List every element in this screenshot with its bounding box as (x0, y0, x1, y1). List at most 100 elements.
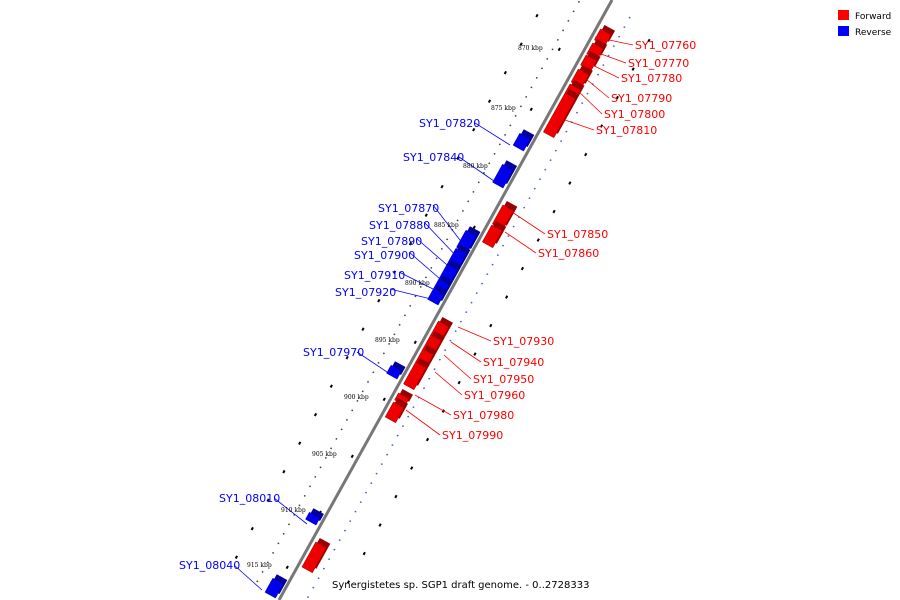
scale-dot (338, 539, 341, 542)
scale-dot (514, 115, 517, 117)
scale-dot (391, 444, 394, 447)
scale-dot (359, 501, 362, 504)
reverse-gene-feature (492, 163, 514, 189)
forward-gene-label[interactable]: SY1_07990 (442, 429, 503, 442)
scale-dot (475, 292, 478, 295)
reverse-gene-label[interactable]: SY1_07890 (361, 235, 422, 248)
scale-dot (261, 571, 264, 573)
reverse-gene-label[interactable]: SY1_07820 (419, 117, 480, 130)
reverse-gene-label[interactable]: SY1_07910 (344, 269, 405, 282)
major-tick (557, 47, 561, 52)
scale-dot (372, 371, 375, 374)
forward-gene-label[interactable]: SY1_07770 (628, 57, 689, 70)
scale-dot (344, 529, 346, 532)
forward-gene-feature (481, 224, 503, 249)
scale-tick (568, 181, 572, 185)
forward-gene-feature (384, 401, 405, 424)
scale-dot (430, 267, 433, 269)
reverse-leader-line (423, 221, 460, 260)
forward-gene-label[interactable]: SY1_07850 (547, 228, 608, 241)
forward-legend-label: Forward (855, 12, 891, 22)
reverse-gene-label[interactable]: SY1_07920 (335, 286, 396, 299)
forward-leader-line (574, 87, 603, 115)
forward-gene-label[interactable]: SY1_07810 (596, 124, 657, 137)
reverse-legend-swatch (838, 26, 849, 36)
scale-dot (319, 466, 322, 469)
scale-dot (491, 263, 494, 266)
scale-dot (303, 495, 306, 497)
forward-gene-label[interactable]: SY1_07940 (483, 356, 544, 369)
scale-tick (234, 555, 239, 559)
forward-gene-label[interactable]: SY1_07950 (473, 373, 534, 386)
reverse-gene-shadow (390, 361, 406, 376)
scale-dot (298, 504, 301, 507)
scale-tick (377, 298, 381, 303)
reverse-leader-line (273, 497, 308, 525)
forward-leader-line (594, 36, 634, 46)
scale-dot (528, 197, 531, 200)
major-tick (472, 225, 476, 230)
genome-caption: Synergistetes sp. SGP1 draft genome. - 0… (332, 580, 589, 591)
reverse-gene-label[interactable]: SY1_07970 (303, 346, 364, 359)
scale-dot (556, 39, 559, 41)
scale-dot (256, 580, 259, 583)
reverse-gene-label[interactable]: SY1_07840 (403, 151, 464, 164)
scale-dot (328, 558, 331, 561)
forward-gene-label[interactable]: SY1_07980 (453, 409, 514, 422)
major-tick (382, 397, 386, 402)
reverse-leader-line (408, 251, 448, 286)
reverse-leader-line (389, 288, 432, 300)
forward-gene-label[interactable]: SY1_07860 (538, 247, 599, 260)
scale-tick (393, 270, 397, 274)
scale-dot (446, 238, 449, 241)
reverse-leader-line (415, 237, 455, 272)
reverse-gene-label[interactable]: SY1_08010 (219, 492, 280, 505)
forward-gene-label[interactable]: SY1_07960 (464, 389, 525, 402)
reverse-leader-line (233, 564, 263, 591)
scale-dot (440, 248, 443, 250)
scale-dot (380, 463, 383, 466)
scale-dot (346, 419, 348, 421)
scale-tick (456, 156, 460, 160)
scale-dot (419, 286, 422, 288)
scale-tick (362, 551, 366, 556)
scale-dot (628, 16, 631, 19)
scale-tick (313, 412, 318, 417)
reverse-gene-feature (512, 132, 531, 152)
reverse-gene-label[interactable]: SY1_07900 (354, 249, 415, 262)
forward-gene-label[interactable]: SY1_07760 (635, 39, 696, 52)
scale-tick (503, 70, 507, 75)
forward-leader-line (583, 60, 620, 79)
genome-backbone (277, 0, 614, 600)
scale-dot (551, 48, 554, 51)
scale-tick (440, 184, 444, 189)
forward-gene-label[interactable]: SY1_07930 (493, 335, 554, 348)
tick-label: 885 kbp (434, 222, 459, 229)
scale-dot (409, 305, 412, 307)
scale-dot (412, 406, 415, 409)
reverse-gene-label[interactable]: SY1_07870 (378, 202, 439, 215)
major-tick (413, 340, 417, 345)
forward-gene-label[interactable]: SY1_07800 (604, 108, 665, 121)
scale-dot (560, 140, 563, 143)
forward-leader-line (457, 326, 492, 342)
scale-dot (493, 153, 496, 155)
reverse-gene-label[interactable]: SY1_08040 (179, 559, 240, 572)
scale-tick (345, 355, 349, 360)
forward-gene-label[interactable]: SY1_07790 (611, 92, 672, 105)
scale-dot (597, 73, 599, 76)
scale-dot (502, 244, 505, 247)
scale-dot (477, 181, 480, 184)
tick-label: 890 kbp (405, 280, 430, 287)
scale-dot (544, 168, 547, 171)
forward-leader-line (579, 73, 610, 99)
reverse-gene-label[interactable]: SY1_07880 (369, 219, 430, 232)
scale-tick (615, 95, 619, 100)
scale-dot (496, 254, 499, 257)
scale-tick (329, 384, 333, 388)
scale-dot (402, 425, 404, 428)
scale-dot (266, 561, 269, 564)
forward-gene-label[interactable]: SY1_07780 (621, 72, 682, 85)
scale-dot (377, 362, 380, 364)
scale-dot (520, 105, 522, 108)
